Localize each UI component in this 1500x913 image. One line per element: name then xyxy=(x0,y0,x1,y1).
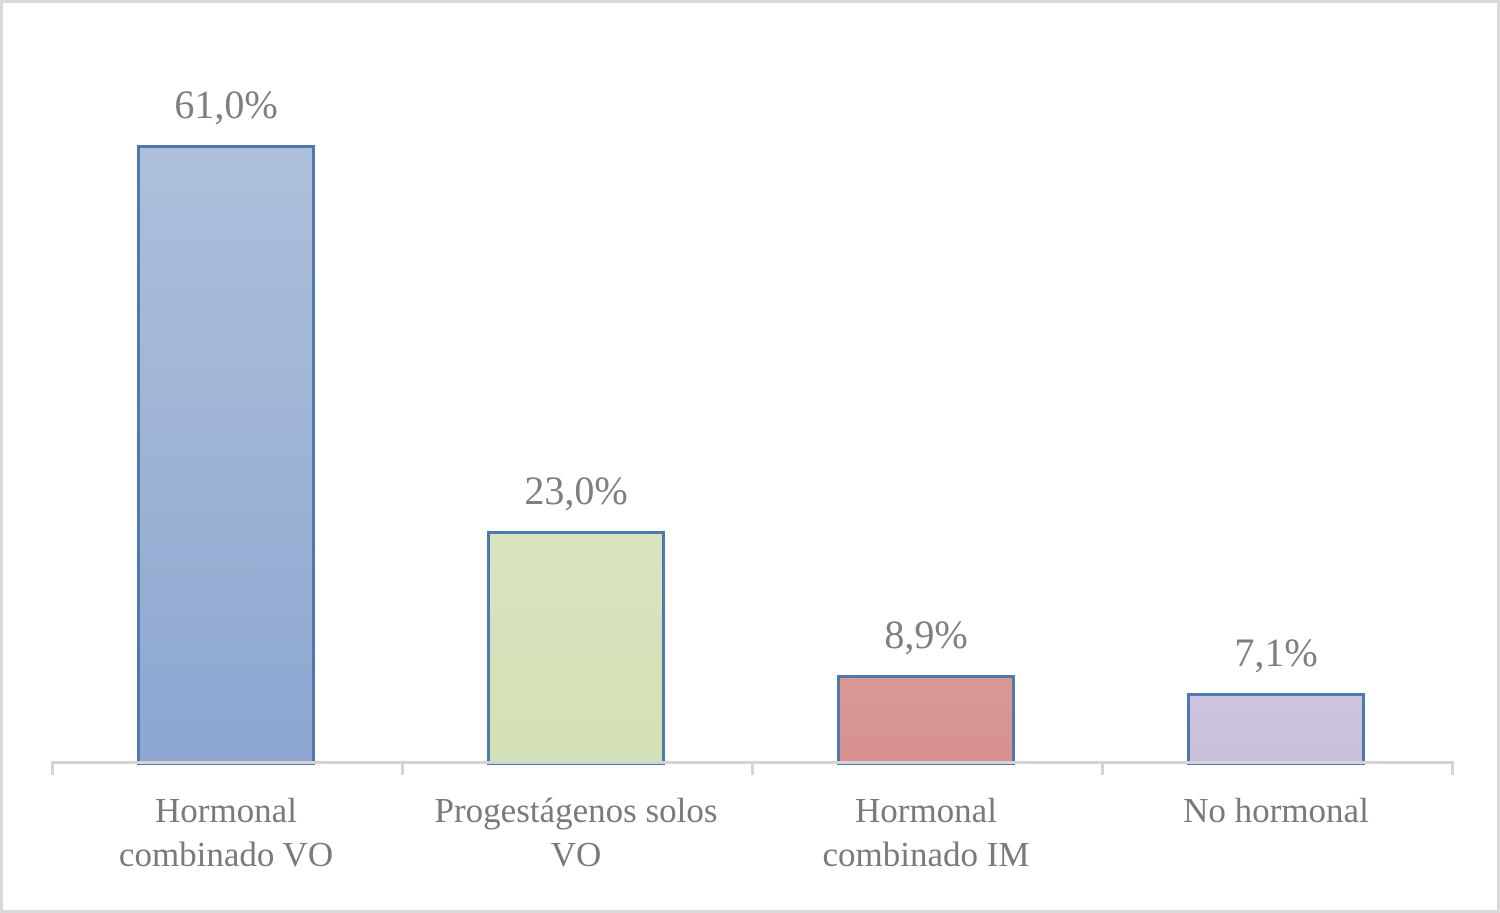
x-axis-label: Hormonal combinado IM xyxy=(751,789,1101,877)
x-axis-label: No hormonal xyxy=(1101,789,1451,833)
x-axis-label-text: Hormonal combinado IM xyxy=(822,791,1030,874)
bar-no-hormonal xyxy=(1187,693,1365,765)
data-label: 8,9% xyxy=(884,612,968,657)
x-axis-label: Progestágenos solos VO xyxy=(401,789,751,877)
bar-hormonal-combinado-vo xyxy=(137,145,315,765)
x-axis-label-text: No hormonal xyxy=(1183,791,1369,830)
axis-tick xyxy=(51,761,54,775)
axis-tick xyxy=(1451,761,1454,775)
data-label: 7,1% xyxy=(1234,630,1318,675)
bar-chart: 61,0% 23,0% 8,9% 7,1% Hormonal combinado… xyxy=(3,3,1497,910)
bar-group-progestagenos-solos-vo: 23,0% xyxy=(401,3,751,765)
x-axis-label: Hormonal combinado VO xyxy=(51,789,401,877)
data-label: 61,0% xyxy=(174,82,278,127)
bar-hormonal-combinado-im xyxy=(837,675,1015,765)
x-axis-label-text: Progestágenos solos VO xyxy=(434,791,718,874)
axis-tick xyxy=(751,761,754,775)
bar-group-no-hormonal: 7,1% xyxy=(1101,3,1451,765)
bar-progestagenos-solos-vo xyxy=(487,531,665,765)
bar-group-hormonal-combinado-vo: 61,0% xyxy=(51,3,401,765)
x-axis-label-text: Hormonal combinado VO xyxy=(118,791,334,874)
axis-tick xyxy=(1101,761,1104,775)
axis-tick xyxy=(401,761,404,775)
bar-group-hormonal-combinado-im: 8,9% xyxy=(751,3,1101,765)
data-label: 23,0% xyxy=(524,468,628,513)
